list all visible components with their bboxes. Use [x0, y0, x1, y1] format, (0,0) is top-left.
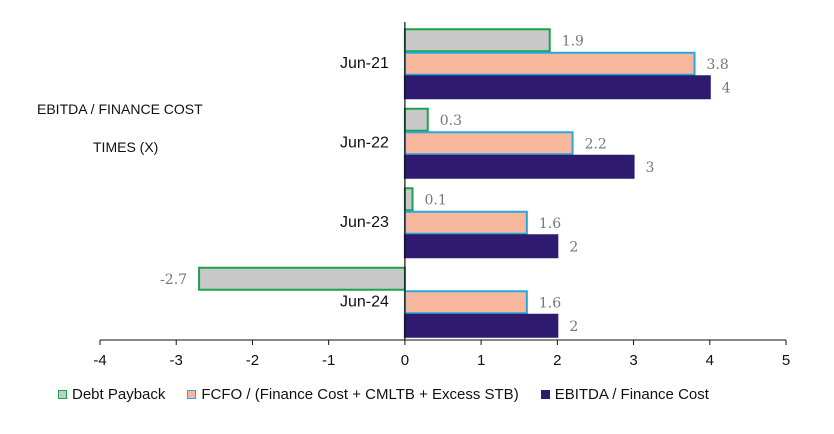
legend-label-fcfo: FCFO / (Finance Cost + CMLTB + Excess ST…	[201, 386, 519, 403]
legend-item-debt-payback: Debt Payback	[58, 386, 165, 403]
legend-label-debt-payback: Debt Payback	[72, 386, 166, 403]
category-label-jun-24: Jun-24	[340, 293, 389, 310]
bar-fcfo-finance-cost-cmltb-excess-stb-jun-22	[403, 131, 574, 156]
bar-ebitda-finance-cost-jun-22	[403, 154, 635, 179]
legend-swatch-fcfo	[187, 390, 197, 399]
x-axis: -4 -3 -2 -1 0 1 2 3 4 5	[93, 22, 790, 369]
data-label-fcfo-finance-cost-cmltb-excess-stb-jun-23: 1.6	[539, 216, 561, 232]
legend-swatch-debt-payback	[58, 390, 67, 399]
data-label-fcfo-finance-cost-cmltb-excess-stb-jun-22: 2.2	[585, 136, 607, 152]
legend-item-ebitda: EBITDA / Finance Cost	[540, 386, 709, 403]
times-heading: TIMES (X)	[93, 139, 159, 155]
x-tick-label: -1	[322, 352, 335, 369]
data-label-debt-payback-jun-23: 0.1	[425, 192, 447, 208]
bar-ebitda-finance-cost-jun-24	[403, 313, 559, 338]
data-label-ebitda-finance-cost-jun-22: 3	[646, 160, 655, 176]
bar-fcfo-finance-cost-cmltb-excess-stb-jun-24	[403, 290, 528, 315]
bar-debt-payback-jun-21	[403, 28, 551, 53]
data-label-ebitda-finance-cost-jun-24: 2	[569, 319, 578, 335]
x-tick-label: 1	[477, 352, 485, 369]
data-label-debt-payback-jun-21: 1.9	[562, 33, 584, 49]
data-labels-group: 1.9 3.8 4 0.3 2.2 3 0.1 1.6 2 -2.7 1.6 2	[160, 33, 731, 335]
data-label-fcfo-finance-cost-cmltb-excess-stb-jun-24: 1.6	[539, 295, 561, 311]
x-tick-label: 4	[706, 352, 714, 369]
x-tick-label: -4	[93, 352, 106, 369]
data-label-ebitda-finance-cost-jun-21: 4	[722, 80, 731, 96]
bar-fcfo-finance-cost-cmltb-excess-stb-jun-23	[403, 210, 528, 235]
bar-ebitda-finance-cost-jun-23	[403, 234, 559, 259]
bar-debt-payback-jun-22	[403, 107, 429, 132]
bar-fcfo-finance-cost-cmltb-excess-stb-jun-21	[403, 51, 696, 76]
ebitda-heading: EBITDA / FINANCE COST	[37, 101, 203, 117]
x-tick-label: 0	[401, 352, 409, 369]
bar-debt-payback-jun-24	[198, 266, 406, 291]
legend-label-ebitda: EBITDA / Finance Cost	[554, 386, 709, 403]
data-label-debt-payback-jun-22: 0.3	[440, 113, 462, 129]
x-tick-label: -3	[170, 352, 183, 369]
x-tick-label: 5	[782, 352, 790, 369]
category-label-jun-21: Jun-21	[340, 55, 389, 72]
x-tick-label: 3	[629, 352, 637, 369]
legend-item-fcfo: FCFO / (Finance Cost + CMLTB + Excess ST…	[187, 386, 519, 403]
x-tick-label: -2	[246, 352, 259, 369]
data-label-ebitda-finance-cost-jun-23: 2	[569, 239, 578, 255]
category-label-jun-22: Jun-22	[340, 134, 389, 151]
category-label-jun-23: Jun-23	[340, 214, 389, 231]
bar-debt-payback-jun-23	[403, 187, 414, 212]
data-label-fcfo-finance-cost-cmltb-excess-stb-jun-21: 3.8	[707, 57, 729, 73]
legend: Debt Payback FCFO / (Finance Cost + CMLT…	[58, 386, 731, 403]
data-label-debt-payback-jun-24: -2.7	[160, 272, 187, 288]
bar-ebitda-finance-cost-jun-21	[403, 75, 711, 100]
category-labels-group: Jun-21 Jun-22 Jun-23 Jun-24	[340, 55, 389, 311]
legend-swatch-ebitda	[540, 390, 550, 399]
bars-group	[198, 28, 711, 338]
x-tick-label: 2	[553, 352, 561, 369]
